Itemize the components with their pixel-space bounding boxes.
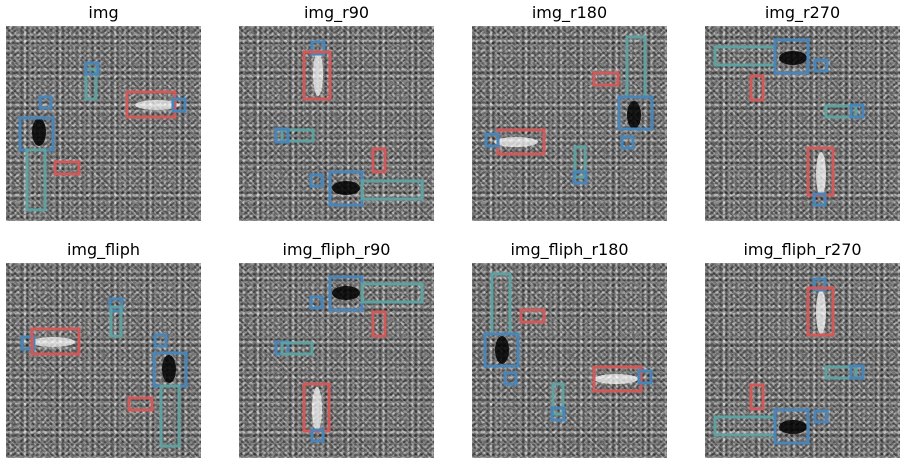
bbox-red	[749, 383, 765, 411]
bbox-blue	[773, 408, 810, 445]
panel-title: img_r180	[531, 3, 608, 22]
bbox-blue	[310, 40, 326, 56]
bbox-teal	[280, 128, 315, 143]
bbox-blue	[38, 95, 53, 110]
panel-image	[239, 263, 434, 458]
panel-image	[705, 26, 900, 221]
bbox-blue	[309, 173, 324, 188]
bbox-red	[127, 396, 154, 412]
bbox-red	[30, 327, 81, 356]
bbox-teal	[84, 67, 98, 101]
bbox-blue	[483, 332, 520, 368]
panel-title: img_fliph_r180	[510, 240, 629, 259]
bbox-blue	[813, 409, 829, 424]
panel-image	[6, 263, 201, 458]
bbox-red	[749, 74, 765, 102]
bbox-red	[592, 71, 620, 87]
bbox-blue	[274, 127, 290, 144]
bbox-blue	[171, 97, 187, 113]
panel-title: img_fliph_r270	[743, 240, 862, 259]
bbox-red	[302, 50, 332, 101]
bbox-teal	[159, 384, 181, 448]
bbox-blue	[617, 95, 654, 131]
bbox-blue	[620, 135, 635, 150]
bbox-blue	[484, 132, 500, 148]
bbox-red	[125, 90, 177, 119]
bbox-blue	[637, 369, 653, 385]
panel-image	[472, 26, 667, 221]
panel-title: img_r90	[303, 3, 370, 22]
panel-image	[6, 26, 201, 221]
bbox-teal	[490, 272, 512, 336]
bbox-blue	[309, 295, 324, 310]
bbox-blue	[849, 364, 865, 380]
bbox-teal	[573, 145, 587, 179]
panel-title: img	[88, 3, 119, 22]
bbox-teal	[824, 104, 858, 119]
bbox-red	[53, 160, 81, 176]
bbox-blue	[20, 335, 36, 351]
bbox-teal	[280, 341, 314, 356]
bbox-blue	[813, 58, 829, 73]
bbox-blue	[310, 428, 325, 443]
bbox-teal	[713, 415, 777, 437]
bbox-blue	[84, 61, 100, 76]
bbox-blue	[812, 192, 827, 207]
panel-image	[239, 26, 434, 221]
panel-title: img_r270	[764, 3, 841, 22]
bbox-blue	[550, 406, 566, 422]
bbox-blue	[153, 333, 168, 348]
panel-title: img_fliph_r90	[282, 240, 391, 259]
bbox-teal	[551, 382, 565, 416]
bbox-blue	[849, 103, 865, 119]
panel-title: img_fliph	[66, 240, 140, 259]
bbox-teal	[360, 179, 424, 201]
bbox-red	[806, 286, 835, 337]
bbox-teal	[625, 35, 647, 99]
bbox-teal	[713, 45, 777, 67]
bbox-blue	[812, 277, 827, 292]
bbox-blue	[572, 170, 588, 185]
bbox-blue	[503, 371, 518, 386]
bbox-teal	[25, 148, 47, 212]
bbox-red	[519, 308, 546, 324]
bbox-teal	[109, 305, 123, 338]
panel-image	[472, 263, 667, 458]
bbox-blue	[108, 297, 124, 313]
bbox-red	[371, 147, 387, 174]
bbox-blue	[773, 38, 810, 75]
bbox-teal	[360, 282, 424, 304]
bbox-red	[592, 365, 643, 393]
bbox-red	[371, 310, 387, 338]
bbox-teal	[824, 365, 858, 380]
panel-image	[705, 263, 900, 458]
